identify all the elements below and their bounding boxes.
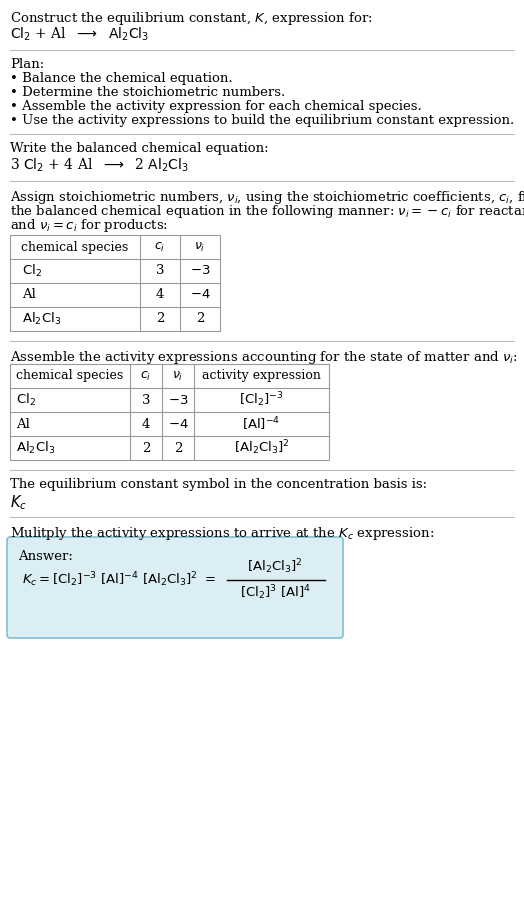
Text: 2: 2: [156, 313, 164, 325]
Text: $[\mathrm{Al}]^{-4}$: $[\mathrm{Al}]^{-4}$: [242, 415, 281, 432]
Text: $[\mathrm{Al_2Cl_3}]^2$: $[\mathrm{Al_2Cl_3}]^2$: [234, 439, 289, 458]
Text: 2: 2: [196, 313, 204, 325]
Text: 3 $\mathrm{Cl_2}$ + 4 Al  $\longrightarrow$  2 $\mathrm{Al_2Cl_3}$: 3 $\mathrm{Cl_2}$ + 4 Al $\longrightarro…: [10, 157, 189, 174]
Text: Assign stoichiometric numbers, $\nu_i$, using the stoichiometric coefficients, $: Assign stoichiometric numbers, $\nu_i$, …: [10, 189, 524, 206]
Text: Al: Al: [16, 417, 30, 431]
Text: $-3$: $-3$: [168, 394, 188, 406]
Text: $-4$: $-4$: [190, 289, 210, 301]
Text: 4: 4: [142, 417, 150, 431]
Text: $\nu_i$: $\nu_i$: [172, 369, 184, 383]
Text: $K_c$: $K_c$: [10, 493, 27, 512]
Text: 3: 3: [142, 394, 150, 406]
Text: $\mathrm{Al_2Cl_3}$: $\mathrm{Al_2Cl_3}$: [22, 311, 61, 327]
Text: $[\mathrm{Cl_2}]^{-3}$: $[\mathrm{Cl_2}]^{-3}$: [239, 391, 284, 409]
Text: The equilibrium constant symbol in the concentration basis is:: The equilibrium constant symbol in the c…: [10, 478, 427, 491]
Text: $-3$: $-3$: [190, 264, 210, 278]
Text: $\mathrm{Cl_2}$: $\mathrm{Cl_2}$: [16, 392, 36, 408]
Text: 4: 4: [156, 289, 164, 301]
Text: and $\nu_i = c_i$ for products:: and $\nu_i = c_i$ for products:: [10, 217, 168, 234]
Text: $\nu_i$: $\nu_i$: [194, 240, 206, 254]
Text: chemical species: chemical species: [16, 369, 124, 382]
Text: $\mathrm{Al_2Cl_3}$: $\mathrm{Al_2Cl_3}$: [16, 440, 56, 456]
Text: • Determine the stoichiometric numbers.: • Determine the stoichiometric numbers.: [10, 86, 285, 99]
Text: Assemble the activity expressions accounting for the state of matter and $\nu_i$: Assemble the activity expressions accoun…: [10, 349, 518, 366]
Text: Write the balanced chemical equation:: Write the balanced chemical equation:: [10, 142, 269, 155]
Text: $c_i$: $c_i$: [140, 369, 151, 383]
Text: $-4$: $-4$: [168, 417, 188, 431]
Text: $\mathrm{Cl_2}$: $\mathrm{Cl_2}$: [22, 263, 42, 279]
Text: chemical species: chemical species: [21, 241, 128, 254]
Text: Answer:: Answer:: [18, 550, 73, 563]
Text: activity expression: activity expression: [202, 369, 321, 382]
Text: • Assemble the activity expression for each chemical species.: • Assemble the activity expression for e…: [10, 100, 422, 113]
Text: • Balance the chemical equation.: • Balance the chemical equation.: [10, 72, 233, 85]
Text: $c_i$: $c_i$: [155, 240, 166, 254]
Text: 3: 3: [156, 264, 164, 278]
Text: Al: Al: [22, 289, 36, 301]
Text: $K_c = [\mathrm{Cl_2}]^{-3}\ [\mathrm{Al}]^{-4}\ [\mathrm{Al_2Cl_3}]^2\ =$: $K_c = [\mathrm{Cl_2}]^{-3}\ [\mathrm{Al…: [22, 571, 216, 590]
Text: $[\mathrm{Cl_2}]^3\ [\mathrm{Al}]^4$: $[\mathrm{Cl_2}]^3\ [\mathrm{Al}]^4$: [239, 583, 310, 602]
Text: Mulitply the activity expressions to arrive at the $K_c$ expression:: Mulitply the activity expressions to arr…: [10, 525, 434, 542]
Text: the balanced chemical equation in the following manner: $\nu_i = -c_i$ for react: the balanced chemical equation in the fo…: [10, 203, 524, 220]
Text: • Use the activity expressions to build the equilibrium constant expression.: • Use the activity expressions to build …: [10, 114, 514, 127]
Text: $[\mathrm{Al_2Cl_3}]^2$: $[\mathrm{Al_2Cl_3}]^2$: [247, 557, 303, 576]
Bar: [10, 364, 329, 460]
FancyBboxPatch shape: [7, 537, 343, 638]
Text: 2: 2: [142, 441, 150, 455]
Text: Construct the equilibrium constant, $K$, expression for:: Construct the equilibrium constant, $K$,…: [10, 10, 373, 27]
Bar: [10, 235, 220, 331]
Text: 2: 2: [174, 441, 182, 455]
Text: Plan:: Plan:: [10, 58, 44, 71]
Text: $\mathrm{Cl_2}$ + Al  $\longrightarrow$  $\mathrm{Al_2Cl_3}$: $\mathrm{Cl_2}$ + Al $\longrightarrow$ $…: [10, 26, 149, 43]
